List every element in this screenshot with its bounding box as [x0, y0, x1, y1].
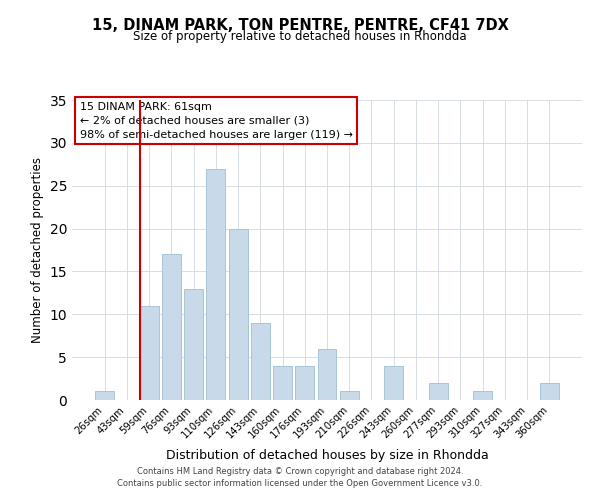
Bar	[206, 168, 225, 400]
Bar	[317, 348, 337, 400]
Bar	[251, 323, 270, 400]
Bar	[540, 383, 559, 400]
Bar	[473, 392, 492, 400]
Text: 15 DINAM PARK: 61sqm
← 2% of detached houses are smaller (3)
98% of semi-detache: 15 DINAM PARK: 61sqm ← 2% of detached ho…	[80, 102, 353, 140]
Y-axis label: Number of detached properties: Number of detached properties	[31, 157, 44, 343]
Text: Contains HM Land Registry data © Crown copyright and database right 2024.
Contai: Contains HM Land Registry data © Crown c…	[118, 466, 482, 487]
Bar	[229, 228, 248, 400]
Text: Size of property relative to detached houses in Rhondda: Size of property relative to detached ho…	[133, 30, 467, 43]
X-axis label: Distribution of detached houses by size in Rhondda: Distribution of detached houses by size …	[166, 449, 488, 462]
Bar	[384, 366, 403, 400]
Bar	[429, 383, 448, 400]
Bar	[184, 288, 203, 400]
Bar	[95, 392, 114, 400]
Text: 15, DINAM PARK, TON PENTRE, PENTRE, CF41 7DX: 15, DINAM PARK, TON PENTRE, PENTRE, CF41…	[92, 18, 508, 32]
Bar	[140, 306, 158, 400]
Bar	[273, 366, 292, 400]
Bar	[340, 392, 359, 400]
Bar	[295, 366, 314, 400]
Bar	[162, 254, 181, 400]
